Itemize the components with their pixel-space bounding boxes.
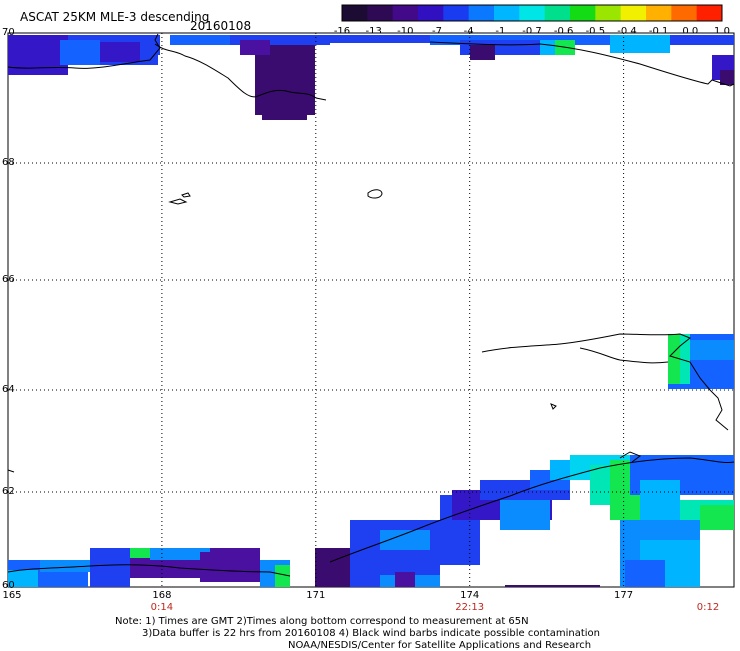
swath-pixel — [240, 40, 270, 55]
swath-pixel — [275, 565, 290, 587]
swath-pixel — [262, 95, 307, 120]
coast-chukotka-bay — [154, 43, 327, 101]
coast-bristol — [329, 457, 735, 563]
swath-pixel — [690, 340, 734, 360]
colorbar-label: 0.0 — [682, 26, 699, 37]
colorbar-label: -4 — [463, 26, 474, 37]
colorbar-swatch — [671, 5, 698, 21]
colorbar-swatch — [494, 5, 520, 21]
coast-chukotka-north — [7, 33, 161, 69]
coast-seward-inner — [579, 347, 669, 364]
latitude-label: 68 — [2, 157, 15, 168]
note-line-3: NOAA/NESDIS/Center for Satellite Applica… — [288, 640, 592, 651]
swath-pixel — [170, 35, 230, 45]
colorbar-swatch — [544, 5, 571, 21]
latitude-label: 70 — [2, 27, 15, 38]
time-label: 22:13 — [455, 602, 485, 613]
swath-pixel — [720, 70, 734, 85]
coast-seward — [481, 333, 729, 431]
longitude-label: 165 — [2, 590, 22, 601]
swath-pixel — [395, 572, 415, 587]
swath-pixel — [150, 548, 210, 560]
colorbar-label: -0.6 — [553, 26, 574, 37]
coast-yk-delta — [619, 451, 642, 463]
longitude-label: 168 — [152, 590, 172, 601]
swath-pixel — [470, 45, 495, 60]
swath-pixel — [100, 42, 140, 62]
colorbar-swatch — [696, 5, 723, 21]
swath-pixel — [500, 500, 550, 530]
longitude-label: 171 — [306, 590, 326, 601]
colorbar-label: -13 — [365, 26, 382, 37]
swath-pixel — [700, 505, 734, 530]
colorbar-label: -0.7 — [522, 26, 542, 37]
swath-pixel — [320, 35, 430, 43]
swath-pixel — [40, 560, 90, 572]
island-sledge — [550, 403, 557, 410]
colorbar-label: -1 — [495, 26, 506, 37]
colorbar-swatch — [595, 5, 622, 21]
note-line-2: 3)Data buffer is 22 hrs from 20160108 4)… — [142, 628, 600, 639]
coastlines — [7, 33, 735, 577]
colorbar-swatch — [570, 5, 596, 21]
colorbar-swatch — [646, 5, 672, 21]
swath-pixel — [315, 548, 350, 587]
colorbar — [341, 4, 723, 22]
product-date: 20160108 — [190, 19, 252, 33]
latitude-label: 66 — [2, 274, 15, 285]
colorbar-label: 1.0 — [714, 26, 730, 37]
swath-pixel — [60, 40, 100, 65]
colorbar-label: -0.4 — [617, 26, 637, 37]
latitude-label: 60 — [2, 580, 15, 591]
product-title: ASCAT 25KM MLE-3 descending — [20, 10, 210, 24]
wind-swath-layer — [8, 35, 734, 587]
swath-pixel — [200, 552, 260, 582]
colorbar-label: -10 — [397, 26, 414, 37]
colorbar-swatch — [443, 5, 470, 21]
swath-pixel — [90, 548, 130, 587]
swath-pixel — [625, 560, 665, 587]
swath-pixel — [130, 548, 160, 558]
swath-pixel — [8, 35, 68, 75]
colorbar-swatch — [367, 5, 394, 21]
coast-alaska-north — [429, 41, 735, 87]
island-1 — [168, 198, 188, 205]
colorbar-swatch — [468, 5, 495, 21]
longitude-label: 174 — [460, 590, 480, 601]
swath-pixel — [670, 35, 734, 45]
island-2 — [181, 192, 191, 198]
latitude-label: 62 — [2, 486, 15, 497]
colorbar-swatch — [620, 5, 647, 21]
colorbar-label: -7 — [432, 26, 442, 37]
swath-pixel — [680, 334, 690, 384]
swath-pixel — [700, 360, 734, 385]
swath-pixel — [610, 35, 670, 53]
swath-pixel — [380, 530, 430, 550]
swath-pixel — [668, 334, 682, 384]
note-line-1: Note: 1) Times are GMT 2)Times along bot… — [115, 616, 529, 627]
island-3 — [367, 189, 383, 199]
colorbar-label: -0.1 — [648, 26, 669, 37]
latitude-label: 64 — [2, 384, 15, 395]
swath-pixel — [8, 570, 38, 587]
colorbar-frame — [341, 4, 723, 22]
colorbar-swatch — [342, 5, 368, 21]
colorbar-label: -0.5 — [585, 26, 606, 37]
longitude-label: 177 — [614, 590, 634, 601]
graticule — [8, 33, 734, 587]
time-label: 0:14 — [150, 602, 174, 613]
colorbar-swatch — [392, 5, 419, 21]
swath-pixel — [230, 35, 330, 45]
coast-chukotka-south — [7, 564, 291, 577]
swath-pixel — [505, 585, 600, 587]
colorbar-swatch — [418, 5, 444, 21]
coast-yukon — [7, 469, 15, 473]
time-label: 0:12 — [696, 602, 720, 613]
colorbar-swatch — [519, 5, 546, 21]
colorbar-label: -16 — [333, 26, 351, 37]
